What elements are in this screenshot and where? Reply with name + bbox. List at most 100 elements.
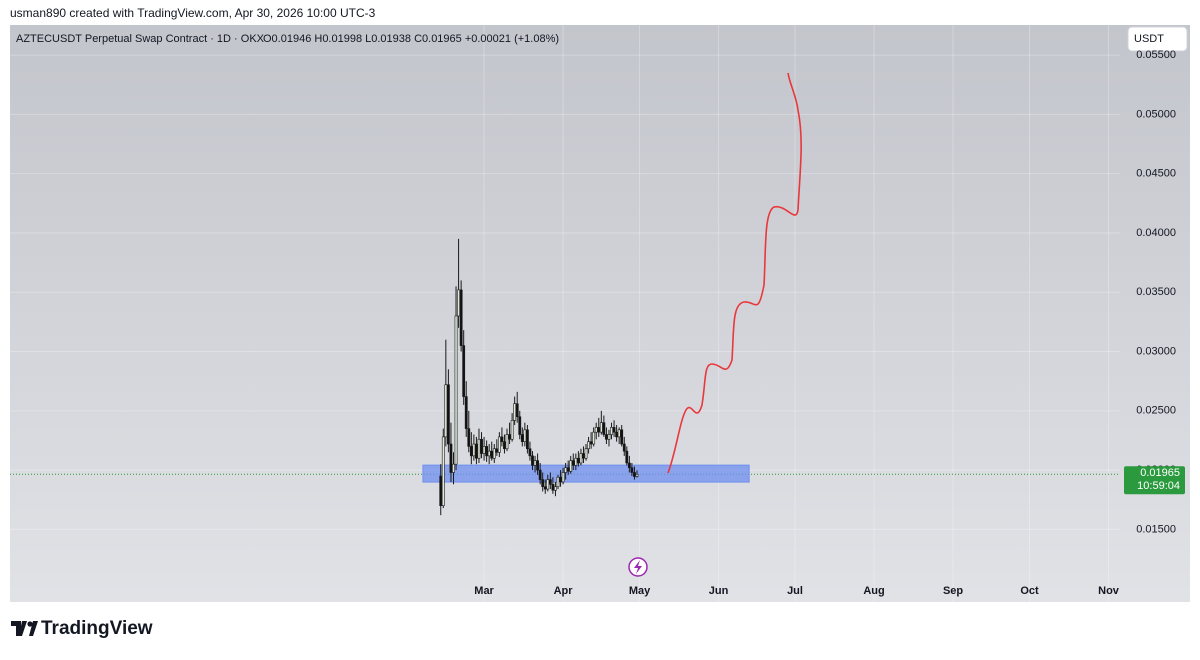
- attribution: usman890 created with TradingView.com, A…: [10, 6, 376, 20]
- candle-body: [569, 460, 573, 472]
- candle-body: [574, 457, 578, 466]
- candle-body: [566, 467, 570, 472]
- candle-body: [543, 486, 547, 490]
- x-tick-label: Nov: [1098, 585, 1120, 597]
- projection-drawing: [667, 72, 802, 474]
- candle-body: [520, 434, 524, 442]
- candle-body: [584, 448, 588, 459]
- axes: 0.015000.020000.025000.030000.035000.040…: [474, 49, 1185, 597]
- candle-body: [439, 475, 443, 506]
- candle-body: [612, 427, 616, 433]
- candle-body: [554, 486, 557, 491]
- candle-body: [630, 467, 634, 473]
- symbol-title: AZTECUSDT Perpetual Swap Contract · 1D ·…: [16, 33, 265, 45]
- candle-body: [452, 463, 455, 473]
- y-tick-label: 0.02500: [1136, 405, 1176, 417]
- candle-body: [541, 479, 545, 488]
- candle-body: [508, 434, 511, 440]
- candle-body: [462, 345, 466, 397]
- countdown-label: 10:59:04: [1137, 480, 1180, 492]
- candle-body: [607, 434, 611, 440]
- candle-body: [526, 429, 529, 450]
- candle-body: [515, 403, 519, 418]
- candle-body: [597, 427, 601, 433]
- candle-body: [589, 441, 593, 445]
- candle-body: [551, 484, 555, 491]
- candle-body: [441, 436, 445, 506]
- currency-button[interactable]: [1127, 26, 1188, 52]
- candle-body: [446, 384, 450, 445]
- candle-body: [594, 427, 598, 433]
- candle-body: [513, 403, 517, 421]
- candle-body: [482, 446, 486, 454]
- currency-label[interactable]: USDT: [1134, 33, 1164, 45]
- candles: [439, 238, 639, 516]
- candle-body: [459, 289, 463, 346]
- candle-body: [538, 469, 542, 480]
- candle-body: [627, 462, 631, 469]
- candle-body: [602, 422, 606, 435]
- y-tick-label: 0.04500: [1136, 168, 1176, 180]
- candle-body: [625, 450, 629, 464]
- candle-body: [620, 429, 624, 445]
- candle-body: [485, 446, 489, 457]
- candle-body: [492, 448, 496, 459]
- candle-body: [523, 429, 527, 442]
- candle-body: [500, 436, 504, 442]
- candle-body: [564, 467, 568, 473]
- candle-body: [587, 441, 590, 450]
- candle-body: [477, 438, 481, 459]
- candle-body: [480, 438, 483, 454]
- candle-body: [467, 428, 471, 447]
- chart-background: [10, 25, 1190, 602]
- candle-body: [505, 434, 509, 450]
- last-price-box: [1124, 466, 1185, 495]
- zone-layer: [422, 464, 750, 483]
- candle-body: [561, 472, 565, 483]
- candle-body: [528, 448, 532, 457]
- candle-body: [444, 384, 448, 438]
- candle-body: [531, 455, 534, 466]
- x-tick-label: Sep: [943, 585, 963, 597]
- candle-body: [487, 450, 491, 457]
- candle-body: [464, 396, 468, 429]
- candle-body: [559, 476, 562, 483]
- candle-body: [610, 427, 613, 435]
- y-tick-label: 0.03000: [1136, 345, 1176, 357]
- candle-body: [457, 289, 460, 317]
- events-icon: [628, 557, 648, 577]
- x-tick-label: Aug: [863, 585, 884, 597]
- candle-body: [495, 448, 499, 453]
- candle-body: [571, 460, 575, 466]
- candle-body: [635, 473, 639, 477]
- x-tick-label: Oct: [1020, 585, 1039, 597]
- candle-body: [546, 479, 550, 490]
- candle-body: [533, 460, 537, 466]
- y-tick-label: 0.01500: [1136, 523, 1176, 535]
- candle-body: [454, 315, 458, 465]
- last-price-label: 0.01965: [1140, 467, 1180, 479]
- candle-body: [605, 434, 608, 440]
- x-tick-label: Jun: [709, 585, 729, 597]
- x-tick-label: Mar: [474, 585, 494, 597]
- candle-body: [599, 422, 603, 433]
- candle-body: [475, 443, 478, 459]
- candle-body: [579, 453, 583, 464]
- candle-body: [622, 443, 626, 452]
- y-tick-label: 0.03500: [1136, 286, 1176, 298]
- candle-body: [633, 472, 636, 477]
- ohlc-values: O0.01946 H0.01998 L0.01938 C0.01965 +0.0…: [263, 33, 559, 45]
- support-zone: [422, 464, 750, 483]
- candle-body: [615, 431, 619, 438]
- y-tick-label: 0.04000: [1136, 227, 1176, 239]
- candle-body: [582, 453, 585, 459]
- brand-name: TradingView: [41, 618, 153, 639]
- candle-body: [518, 416, 522, 435]
- candle-body: [490, 450, 494, 459]
- candle-body: [617, 429, 621, 438]
- candle-body: [449, 443, 453, 473]
- x-tick-label: Apr: [554, 585, 574, 597]
- candle-body: [576, 457, 580, 464]
- candle-body: [548, 479, 552, 485]
